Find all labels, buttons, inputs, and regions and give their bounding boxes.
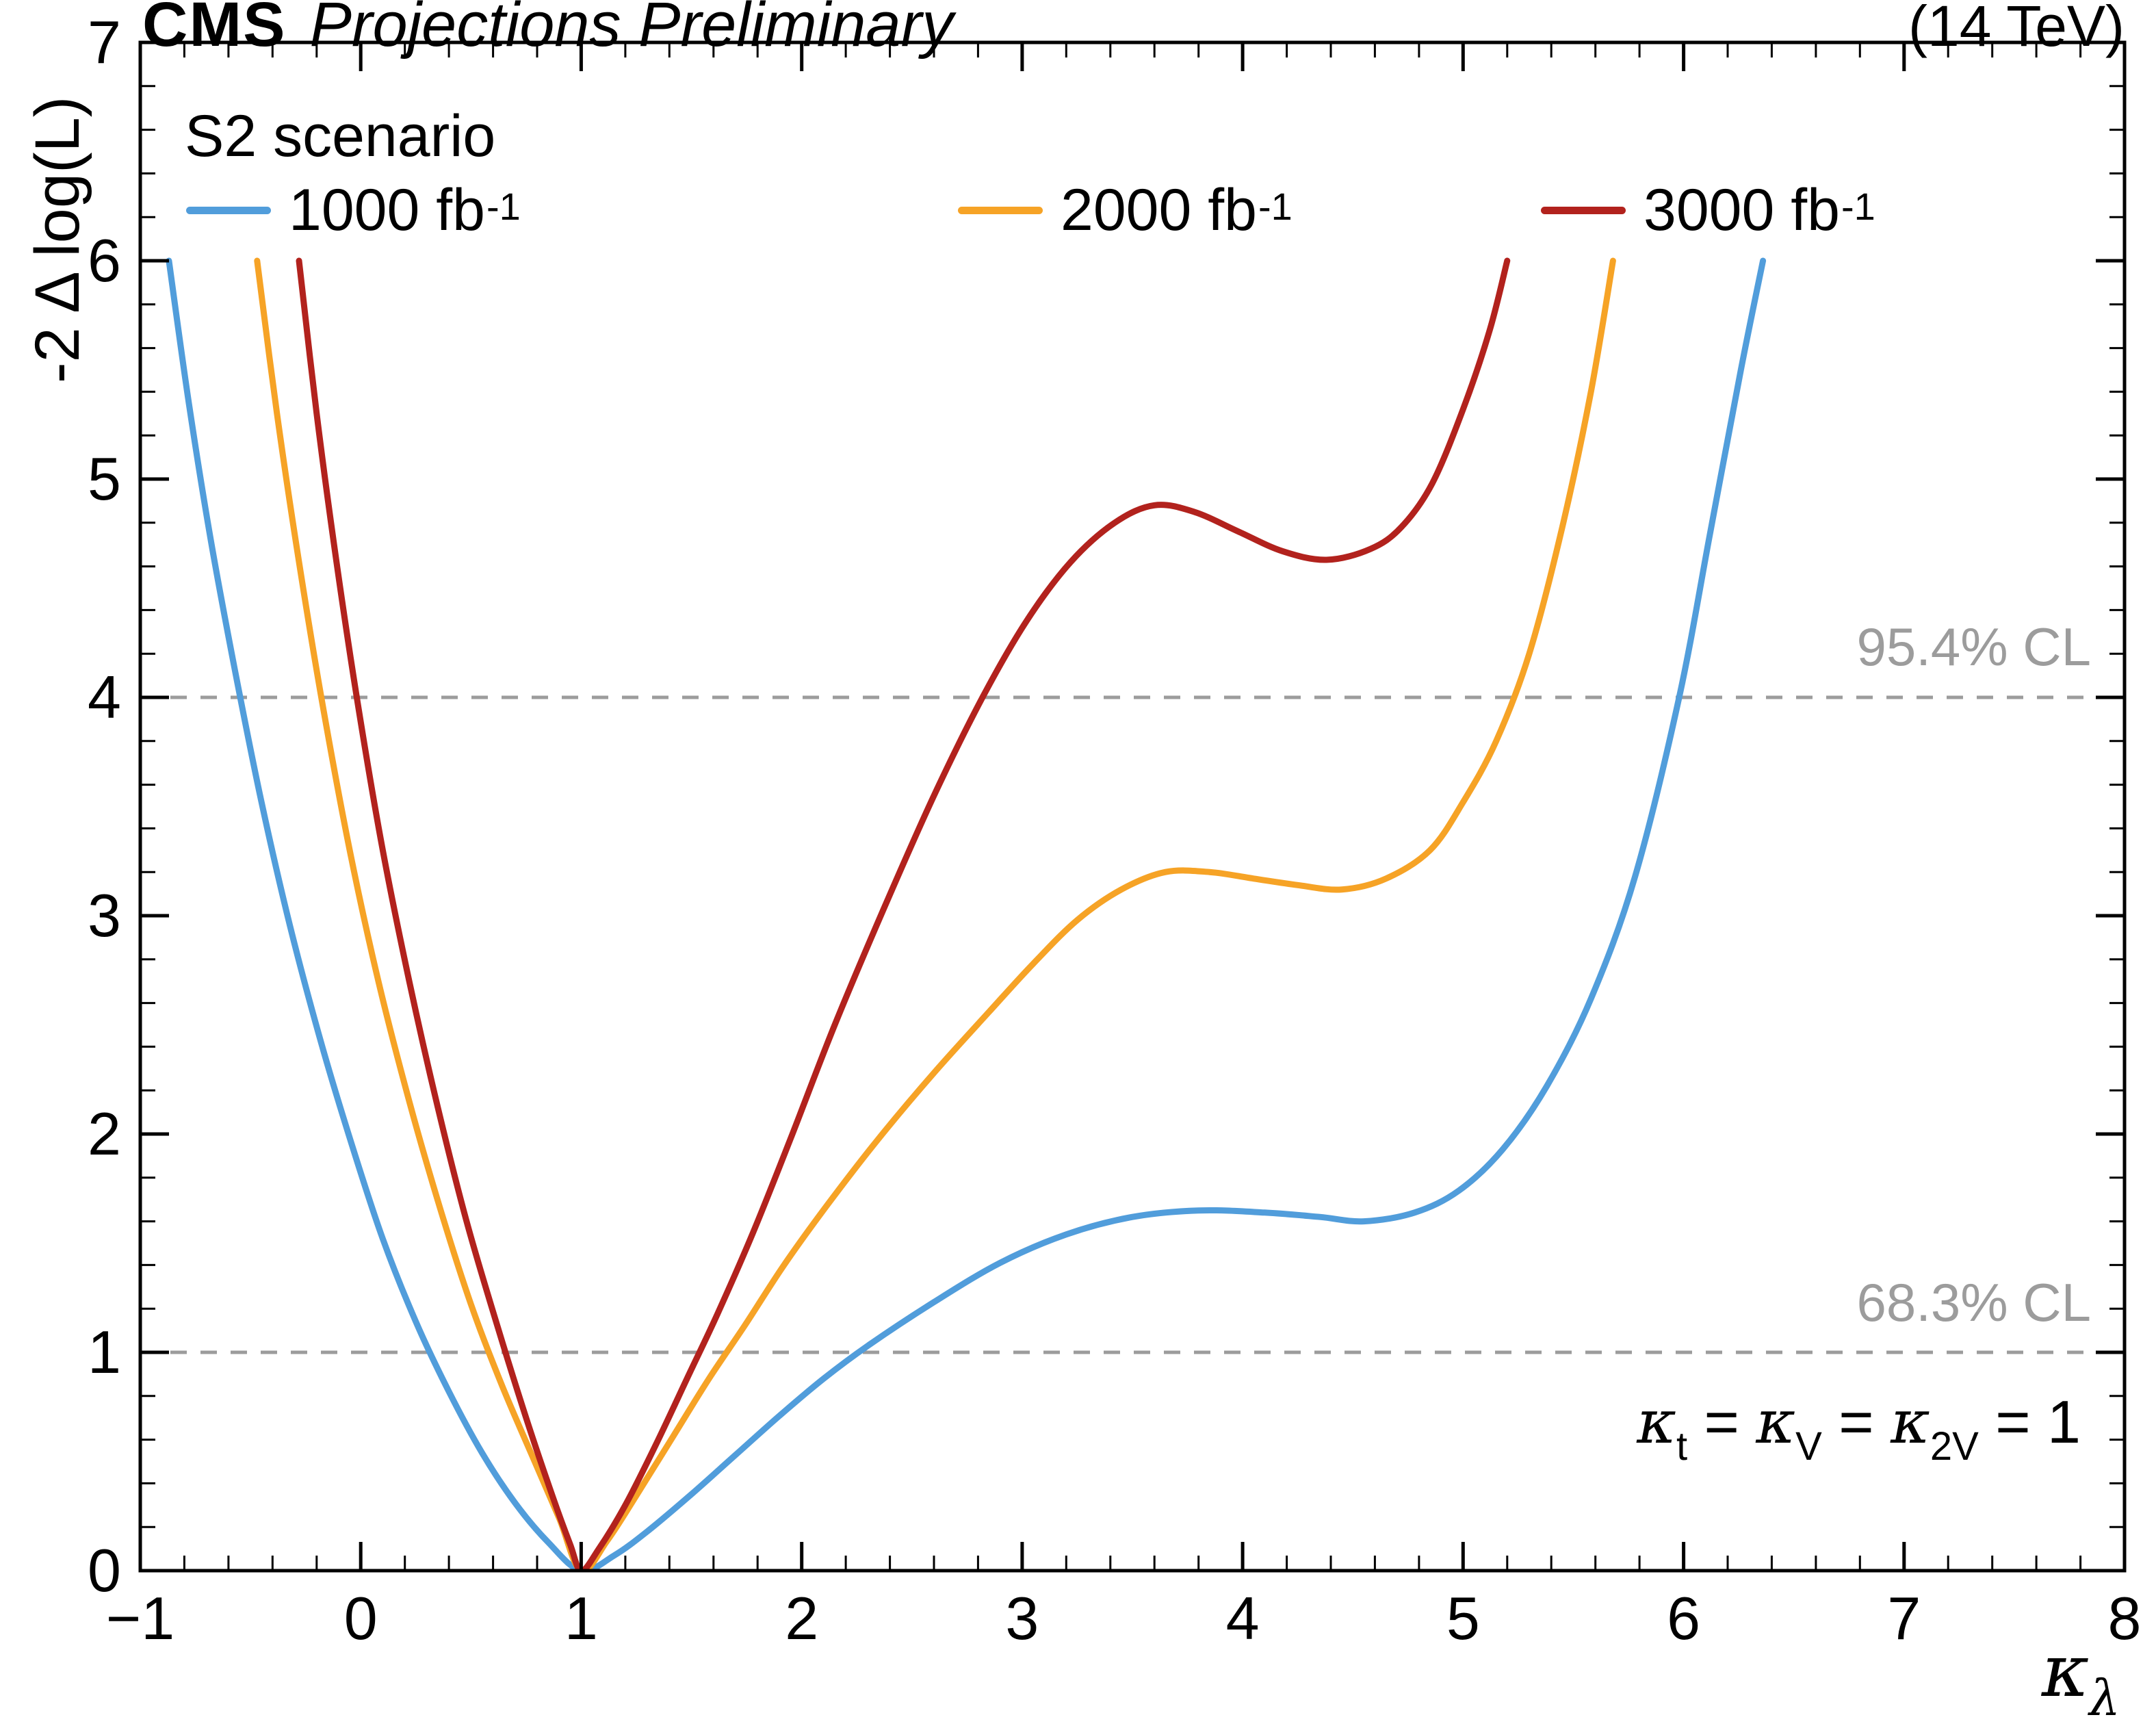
axis-ticks: [138, 40, 2127, 1573]
svg-text:5: 5: [1446, 1584, 1480, 1652]
svg-text:0: 0: [88, 1536, 121, 1604]
cl-68-label: 68.3% CL: [1856, 1272, 2091, 1332]
preliminary-label: Projections Preliminary: [309, 0, 954, 60]
legend-label: 3000 fb: [1644, 177, 1840, 243]
legend-label: 1000 fb: [289, 177, 485, 243]
coupling-assumption-annotation: κt = κV = κ2V = 1: [1637, 1387, 2081, 1469]
kappa-symbol: κ: [1756, 1387, 1796, 1457]
legend-entry-3000fb: 3000 fb -1: [1541, 177, 1875, 244]
legend-swatch-orange: [958, 207, 1043, 214]
energy-label: (14 TeV): [1908, 0, 2125, 58]
svg-text:7: 7: [88, 8, 121, 76]
legend-swatch-blue: [186, 207, 271, 214]
svg-text:4: 4: [1226, 1584, 1260, 1652]
svg-text:0: 0: [344, 1584, 378, 1652]
legend-title: S2 scenario: [185, 103, 496, 169]
svg-text:2: 2: [785, 1584, 818, 1652]
svg-text:3: 3: [88, 881, 121, 949]
kappa-symbol: κ: [1637, 1387, 1676, 1457]
x-axis-title: κλ: [2041, 1629, 2120, 1726]
cl-lines: [140, 695, 2125, 1354]
kappa-sub: 2V: [1930, 1424, 1979, 1469]
annotation-pre: =: [1687, 1388, 1756, 1456]
svg-text:7: 7: [1887, 1584, 1921, 1652]
likelihood-curve-2: [296, 257, 1511, 1571]
legend-label-exponent: -1: [486, 185, 521, 228]
likelihood-curve-0: [166, 257, 1767, 1571]
legend-entry-2000fb: 2000 fb -1: [958, 177, 1293, 244]
cl-95-label: 95.4% CL: [1856, 617, 2091, 677]
annotation-pre: =: [1821, 1388, 1891, 1456]
svg-text:6: 6: [1667, 1584, 1700, 1652]
series-curves: [166, 257, 1767, 1571]
plot-frame: [138, 40, 2127, 1573]
svg-text:1: 1: [88, 1318, 121, 1386]
legend-label-exponent: -1: [1841, 185, 1875, 228]
svg-text:5: 5: [88, 445, 121, 513]
y-axis-title: -2 Δ log(L): [23, 96, 92, 383]
legend-label-exponent: -1: [1258, 185, 1293, 228]
svg-text:1: 1: [564, 1584, 598, 1652]
svg-text:3: 3: [1005, 1584, 1039, 1652]
legend-label: 2000 fb: [1061, 177, 1257, 243]
svg-text:−1: −1: [106, 1584, 174, 1652]
experiment-label: CMS: [142, 0, 287, 60]
svg-text:8: 8: [2108, 1584, 2142, 1652]
svg-text:4: 4: [88, 663, 121, 731]
annotation-suffix: = 1: [1978, 1388, 2081, 1456]
legend-swatch-red: [1541, 207, 1626, 214]
kappa-symbol: κ: [1891, 1387, 1930, 1457]
plot-header-left: CMS Projections Preliminary: [142, 0, 953, 61]
kappa-sub: V: [1795, 1424, 1822, 1469]
likelihood-curve-1: [254, 257, 1616, 1571]
legend-entry-1000fb: 1000 fb -1: [186, 177, 521, 244]
svg-text:2: 2: [88, 1100, 121, 1168]
svg-text:6: 6: [88, 227, 121, 294]
kappa-sub: t: [1676, 1424, 1688, 1469]
